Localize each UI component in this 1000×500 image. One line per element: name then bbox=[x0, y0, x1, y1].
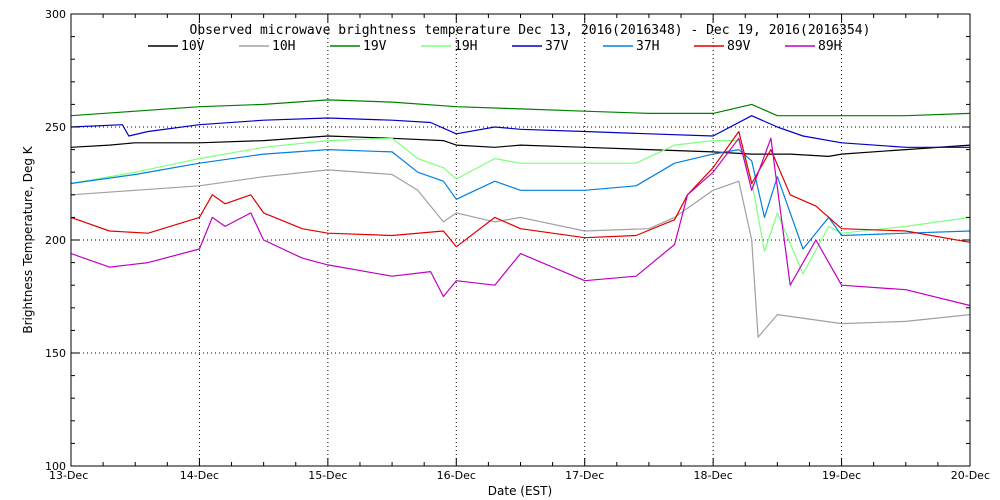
legend-label-10v: 10V bbox=[181, 39, 205, 54]
legend-label-89v: 89V bbox=[727, 39, 751, 54]
x-tick-label: 16-Dec bbox=[437, 469, 476, 482]
legend: 10V 10H 19V 19H 37V 37H 89V 89H bbox=[148, 39, 841, 54]
x-tick-label: 18-Dec bbox=[694, 469, 733, 482]
series-line-37h bbox=[70, 149, 971, 250]
x-axis-title: Date (EST) bbox=[488, 484, 552, 498]
series-line-19h bbox=[70, 137, 971, 275]
series-line-37v bbox=[70, 115, 970, 148]
series-line-19v bbox=[70, 99, 971, 117]
series-lines bbox=[70, 99, 971, 338]
y-tick-label: 300 bbox=[45, 8, 66, 21]
y-tick-label: 100 bbox=[45, 460, 66, 473]
series-line-10v bbox=[70, 135, 971, 157]
x-tick-label: 20-Dec bbox=[951, 469, 990, 482]
x-tick-label: 19-Dec bbox=[822, 469, 861, 482]
series-line-10h bbox=[70, 169, 971, 338]
legend-label-37v: 37V bbox=[545, 39, 569, 54]
grid-lines bbox=[71, 14, 970, 466]
y-tick-label: 200 bbox=[45, 234, 66, 247]
x-tick-label: 17-Dec bbox=[565, 469, 604, 482]
legend-label-19v: 19V bbox=[363, 39, 387, 54]
chart-title: Observed microwave brightness temperatur… bbox=[190, 23, 871, 38]
legend-label-89h: 89H bbox=[818, 39, 841, 54]
y-axis-title: Brightness Temperature, Deg K bbox=[21, 145, 35, 333]
legend-label-37h: 37H bbox=[636, 39, 659, 54]
series-line-89v bbox=[70, 130, 971, 248]
legend-label-19h: 19H bbox=[454, 39, 477, 54]
y-tick-label: 250 bbox=[45, 121, 66, 134]
legend-label-10h: 10H bbox=[272, 39, 295, 54]
axis-ticks: 13-Dec 14-Dec 15-Dec 16-Dec 17-Dec 18-Dec 19-D… bbox=[45, 8, 990, 482]
x-tick-label: 14-Dec bbox=[180, 469, 219, 482]
series-line-89h bbox=[70, 137, 971, 307]
y-tick-label: 150 bbox=[45, 347, 66, 360]
x-tick-label: 13-Dec bbox=[49, 469, 88, 482]
x-tick-label: 15-Dec bbox=[308, 469, 347, 482]
